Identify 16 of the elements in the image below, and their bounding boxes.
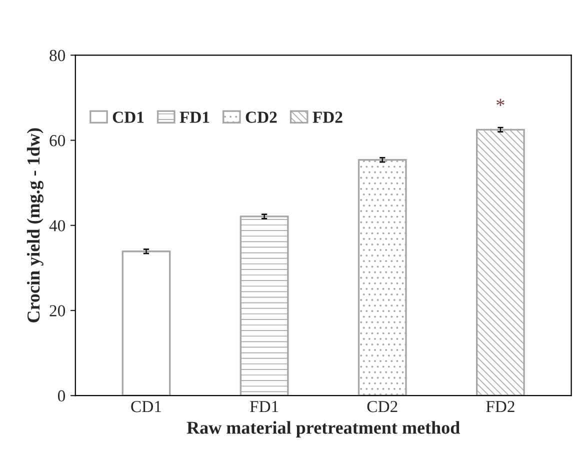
x-axis-title: Raw material pretreatment method [186,421,460,438]
legend-label: CD1 [112,112,144,123]
x-tick-label: CD1 [131,400,161,412]
y-tick-label: 80 [50,50,66,62]
legend-label: FD2 [312,112,342,123]
annotation: * [496,98,504,106]
y-tick-label: 0 [58,390,66,402]
legend-label: FD1 [180,112,210,123]
x-tick-label: CD2 [367,400,398,412]
y-tick-label: 40 [49,220,66,232]
x-tick-label: FD2 [486,400,514,412]
y-tick-label: 60 [50,135,66,146]
legend-label: CD2 [246,112,277,123]
x-tick-label: FD1 [250,401,278,412]
y-tick-label: 20 [50,305,66,316]
y-axis-title: Crocin yield (mg.g - 1dw) [26,128,44,322]
